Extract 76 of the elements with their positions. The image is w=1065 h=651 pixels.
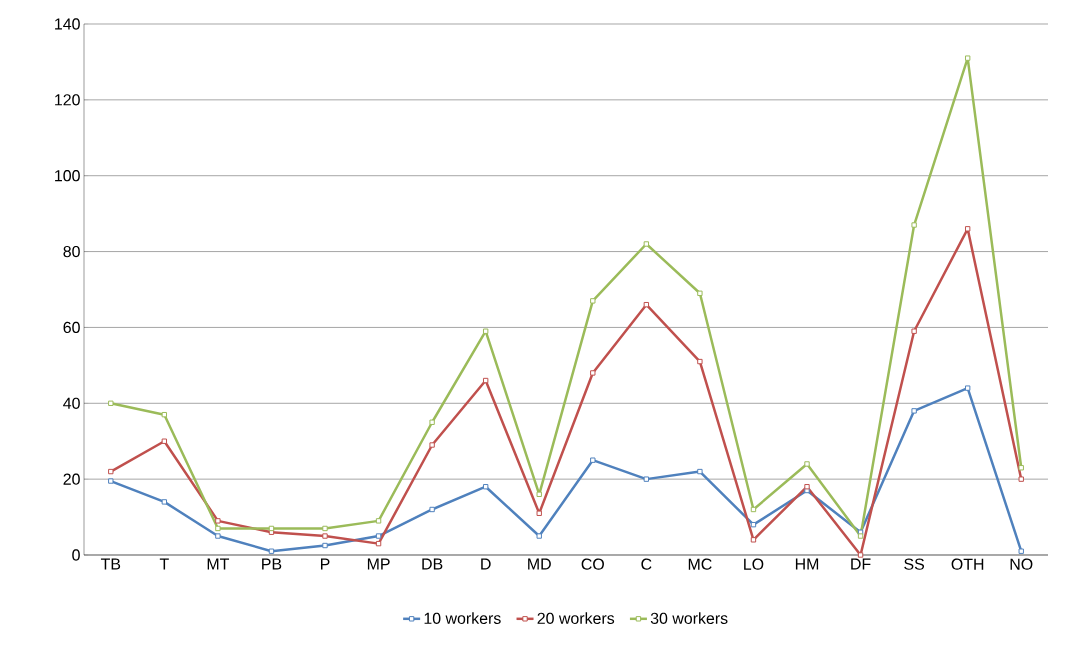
y-tick-label: 20: [63, 473, 80, 485]
point: [643, 301, 650, 308]
y-tick-label: 0: [72, 549, 80, 561]
point: [215, 533, 221, 539]
x-tick-label: NO: [1010, 558, 1033, 570]
point: [804, 484, 810, 490]
point: [1018, 476, 1024, 482]
point: [108, 468, 114, 475]
point: [375, 533, 382, 539]
point: [964, 385, 971, 391]
point: [750, 537, 757, 543]
x-tick-label: P: [321, 558, 330, 570]
x-tick-label: TB: [100, 558, 121, 570]
y-tick-label: 100: [55, 170, 80, 182]
point: [536, 510, 542, 516]
point: [375, 518, 382, 524]
x-tick-label: SS: [904, 558, 925, 570]
point: [643, 241, 650, 247]
point: [697, 468, 703, 475]
x-tick-label: DB: [422, 558, 443, 570]
legend-label: 20 workers: [537, 612, 615, 624]
point: [482, 377, 489, 384]
point: [161, 411, 168, 418]
point: [108, 478, 114, 484]
point: [1018, 548, 1024, 554]
point: [911, 222, 917, 228]
point: [482, 328, 489, 334]
x-tick-label: MD: [528, 558, 551, 570]
x-tick-label: OTH: [951, 558, 984, 570]
x-tick-label: C: [641, 558, 652, 570]
x-tick-label: HM: [795, 558, 819, 570]
x-tick-label: CO: [581, 558, 604, 570]
y-tick-label: 40: [63, 397, 80, 409]
point: [536, 533, 542, 539]
y-tick-label: 60: [63, 321, 80, 334]
point: [590, 457, 596, 463]
point: [322, 542, 328, 549]
legend-label: 30 workers: [650, 612, 728, 624]
point: [429, 442, 435, 448]
point: [964, 55, 971, 61]
point: [322, 525, 328, 532]
point: [911, 408, 917, 414]
point: [590, 298, 596, 304]
point: [697, 290, 703, 296]
point: [590, 370, 596, 376]
y-tick-label: 80: [63, 245, 80, 258]
x-tick-label: DF: [851, 558, 871, 570]
x-tick-label: PB: [262, 558, 282, 570]
point: [215, 525, 221, 532]
point: [268, 548, 275, 554]
legend-label: 10 workers: [424, 612, 501, 624]
point: [429, 419, 435, 425]
point: [911, 328, 917, 334]
point: [108, 400, 114, 406]
x-tick-label: LO: [744, 558, 764, 570]
point: [482, 484, 489, 490]
point: [161, 438, 168, 444]
y-tick-label: 140: [55, 18, 80, 30]
point: [536, 491, 542, 497]
point: [429, 506, 435, 513]
x-tick-label: T: [159, 558, 169, 570]
point: [215, 518, 221, 524]
y-tick-label: 120: [55, 94, 80, 106]
point: [857, 533, 864, 539]
point: [857, 552, 864, 558]
x-tick-label: MP: [367, 558, 390, 570]
point: [697, 358, 703, 365]
point: [643, 476, 650, 482]
point: [322, 533, 328, 539]
x-tick-label: D: [481, 558, 491, 570]
x-tick-label: MT: [207, 558, 230, 570]
point: [161, 499, 168, 505]
x-tick-label: MC: [688, 558, 712, 570]
point: [1018, 465, 1024, 471]
point: [804, 461, 810, 467]
point: [964, 226, 971, 232]
